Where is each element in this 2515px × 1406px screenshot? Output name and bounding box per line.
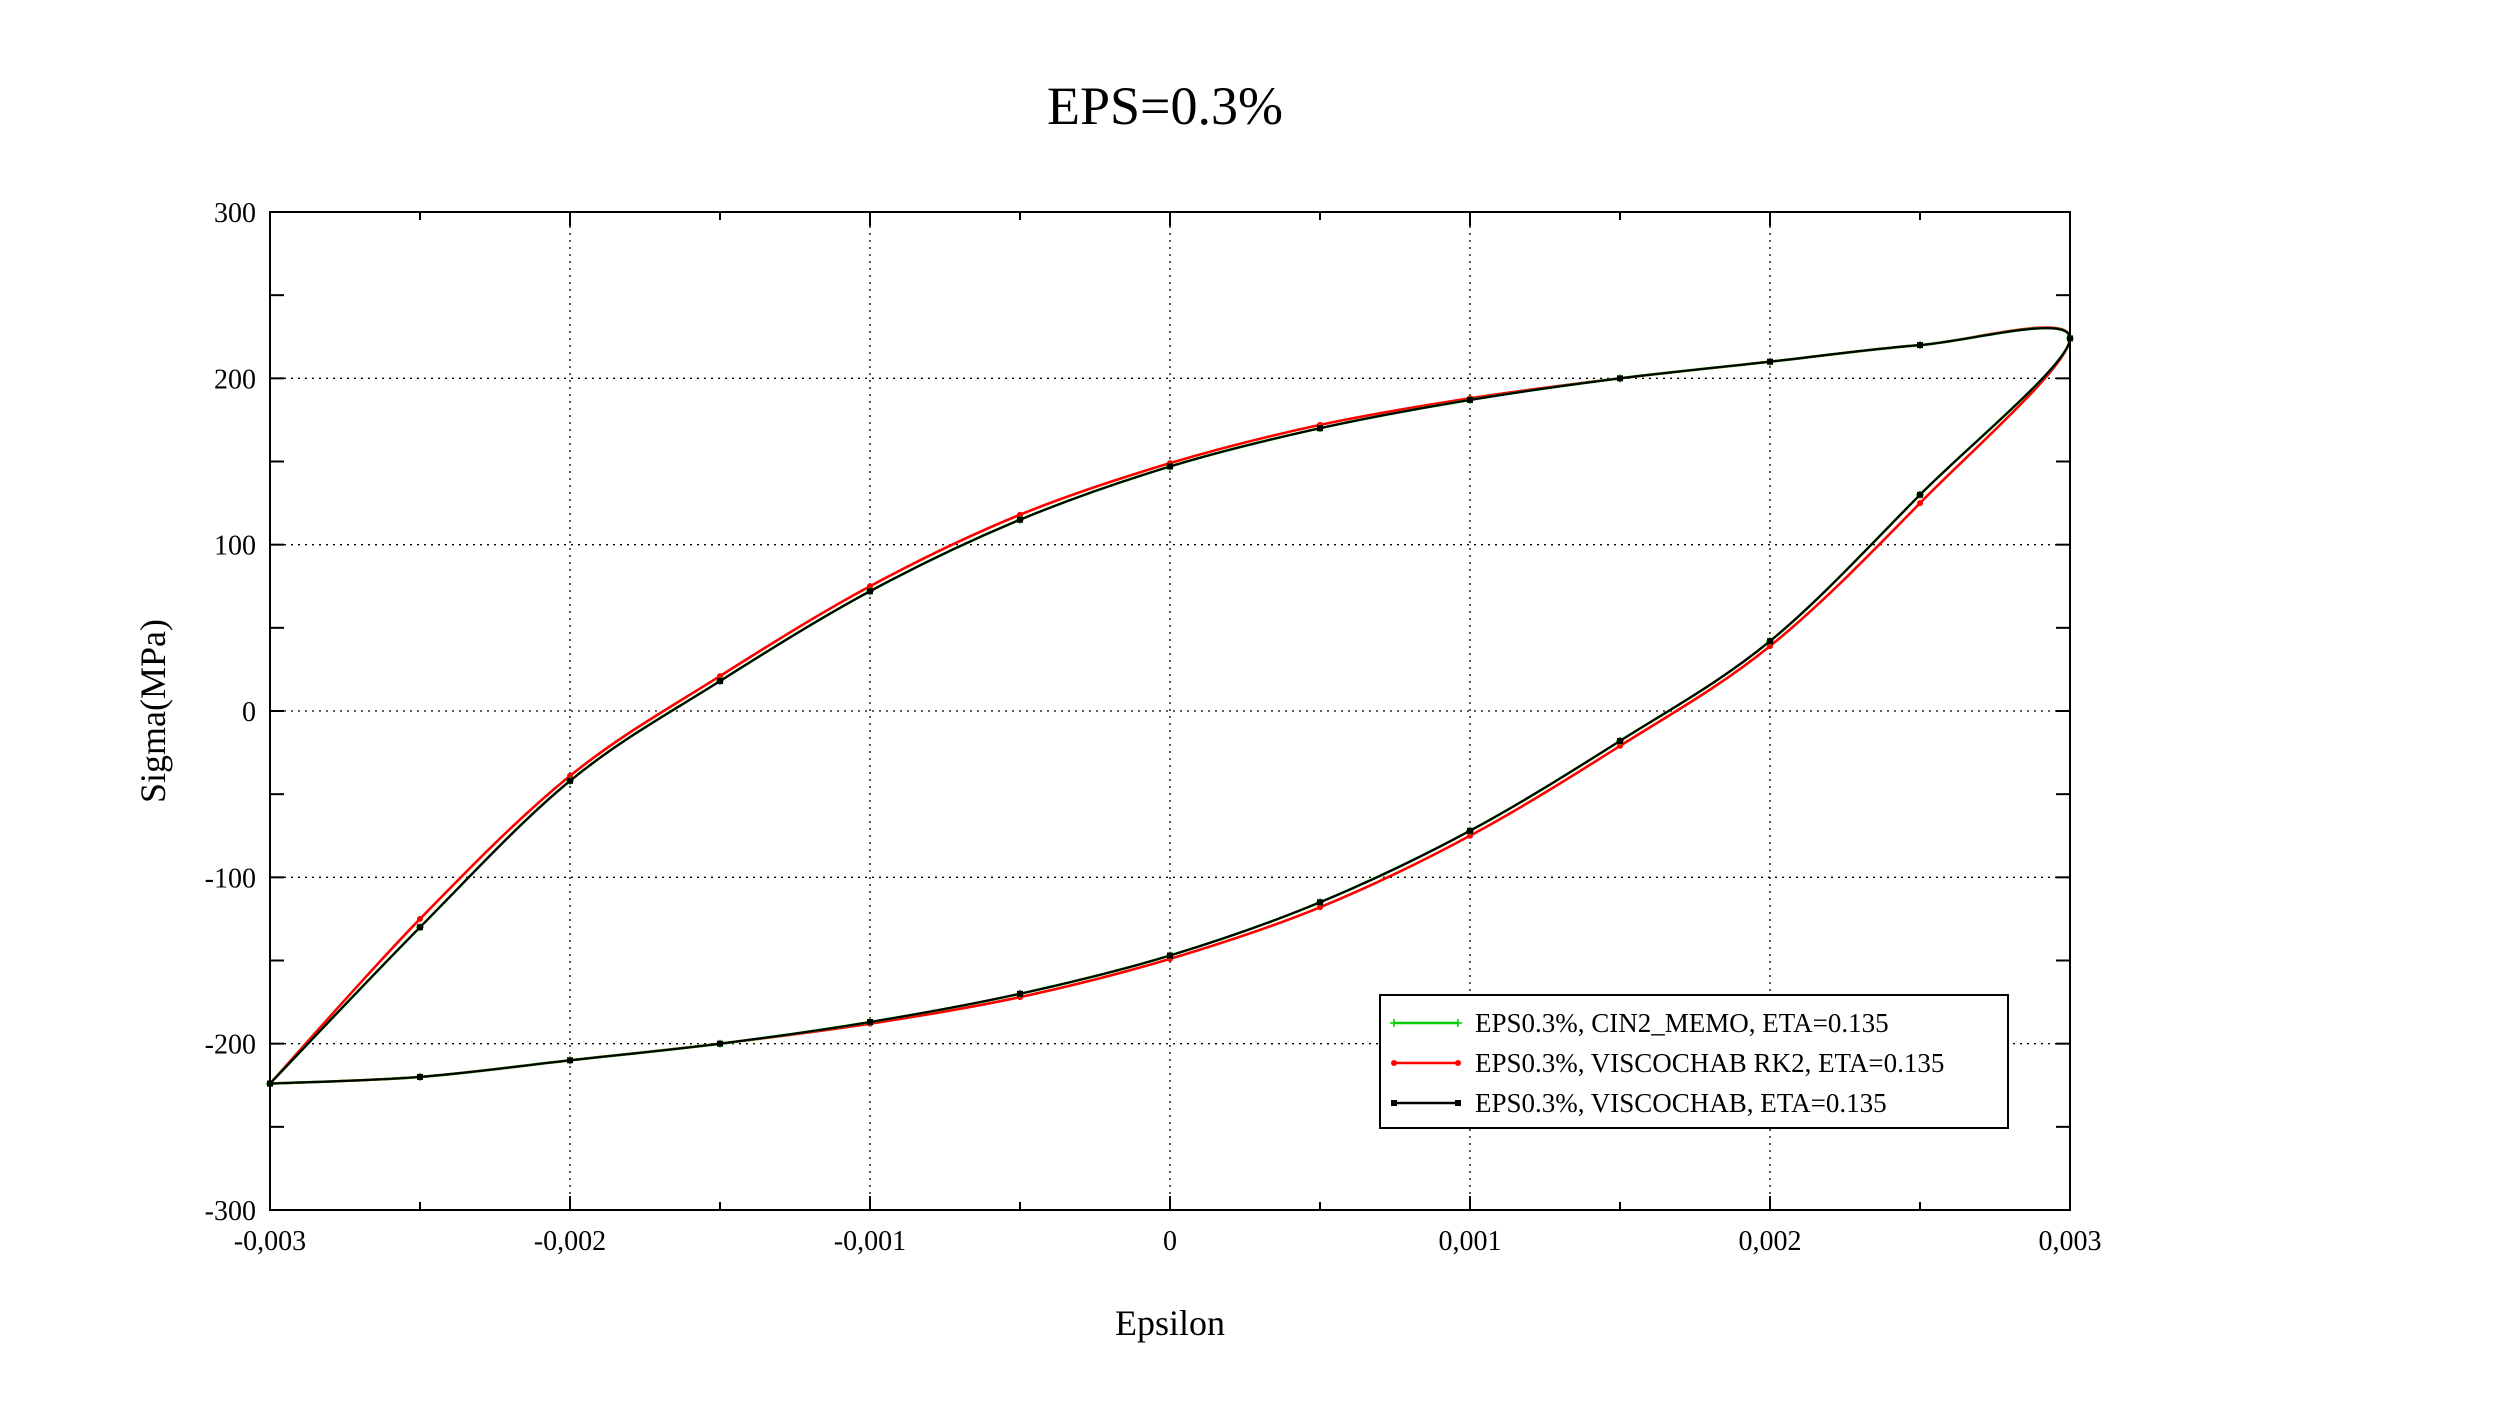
series-point xyxy=(1455,1060,1461,1066)
series-point xyxy=(1617,742,1623,749)
y-tick-label: -300 xyxy=(205,1196,256,1227)
chart-title: EPS=0.3% xyxy=(1047,76,1283,136)
series-point xyxy=(1767,638,1773,645)
series-point xyxy=(1017,516,1023,523)
legend-item: EPS0.3%, CIN2_MEMO, ETA=0.135 xyxy=(1390,1008,1889,1038)
series-point xyxy=(1917,342,1923,349)
y-axis-ticks: -300 -200 -100 0 100 200 300 xyxy=(205,198,256,1227)
series-point xyxy=(717,678,723,685)
y-tick-label: -200 xyxy=(205,1030,256,1061)
legend: EPS0.3%, CIN2_MEMO, ETA=0.135 EPS0.3%, VI… xyxy=(1379,994,2009,1129)
series-point xyxy=(1167,463,1173,470)
series-point xyxy=(1617,737,1623,744)
series-point xyxy=(717,673,723,680)
series-point xyxy=(1167,952,1173,959)
series-point xyxy=(1467,832,1473,839)
series-point xyxy=(567,777,573,784)
series-line xyxy=(269,326,2072,1085)
series-point xyxy=(1390,1019,1398,1027)
legend-label: EPS0.3%, CIN2_MEMO, ETA=0.135 xyxy=(1475,1008,1889,1038)
x-tick-label: 0,001 xyxy=(1439,1226,1502,1257)
x-tick-label: 0,002 xyxy=(1739,1226,1802,1257)
series-point xyxy=(417,915,423,922)
series-point xyxy=(717,1040,723,1047)
series-point xyxy=(1317,904,1323,911)
series-point xyxy=(1467,827,1473,834)
legend-item: EPS0.3%, VISCOCHAB, ETA=0.135 xyxy=(1391,1088,1887,1118)
series-point xyxy=(867,1019,873,1026)
x-tick-label: -0,002 xyxy=(534,1226,606,1257)
y-tick-label: -100 xyxy=(205,863,256,894)
legend-label: EPS0.3%, VISCOCHAB, ETA=0.135 xyxy=(1475,1088,1887,1118)
series-point xyxy=(1917,500,1923,507)
series-layer xyxy=(266,326,2074,1088)
series-point xyxy=(417,1073,423,1080)
series-point xyxy=(1767,643,1773,650)
legend-item: EPS0.3%, VISCOCHAB RK2, ETA=0.135 xyxy=(1391,1048,1944,1078)
series-point xyxy=(1617,375,1623,382)
series-point xyxy=(1767,358,1773,365)
series-line xyxy=(269,326,2072,1085)
series-point xyxy=(1317,425,1323,432)
series-point xyxy=(867,588,873,595)
x-tick-label: 0 xyxy=(1163,1226,1177,1257)
series-point xyxy=(567,772,573,779)
y-tick-label: 300 xyxy=(214,198,256,229)
series-point xyxy=(1391,1060,1397,1066)
series-point xyxy=(1455,1100,1461,1106)
y-tick-label: 200 xyxy=(214,364,256,395)
x-axis-ticks: -0,003 -0,002 -0,001 0 0,001 0,002 0,003 xyxy=(234,1226,2102,1257)
y-axis-label: Sigma(MPa) xyxy=(133,619,173,803)
series-2 xyxy=(267,326,2073,1087)
x-tick-label: -0,003 xyxy=(234,1226,306,1257)
series-point xyxy=(1454,1019,1462,1027)
y-tick-label: 100 xyxy=(214,531,256,562)
plot-frame xyxy=(269,211,2071,1211)
series-1 xyxy=(266,326,2074,1088)
y-tick-label: 0 xyxy=(242,697,256,728)
series-point xyxy=(1317,899,1323,906)
legend-box xyxy=(1379,994,2009,1129)
legend-label: EPS0.3%, VISCOCHAB RK2, ETA=0.135 xyxy=(1475,1048,1944,1078)
series-point xyxy=(1467,396,1473,403)
series-point xyxy=(1017,990,1023,997)
series-point xyxy=(1391,1100,1397,1106)
series-point xyxy=(1917,491,1923,498)
series-point xyxy=(1017,511,1023,518)
series-point xyxy=(417,924,423,931)
series-3 xyxy=(267,327,2073,1087)
x-tick-label: 0,003 xyxy=(2039,1226,2102,1257)
series-line xyxy=(269,327,2072,1085)
series-point xyxy=(867,583,873,590)
series-point xyxy=(567,1057,573,1064)
x-axis-label: Epsilon xyxy=(1115,1303,1225,1343)
x-tick-label: -0,001 xyxy=(834,1226,906,1257)
